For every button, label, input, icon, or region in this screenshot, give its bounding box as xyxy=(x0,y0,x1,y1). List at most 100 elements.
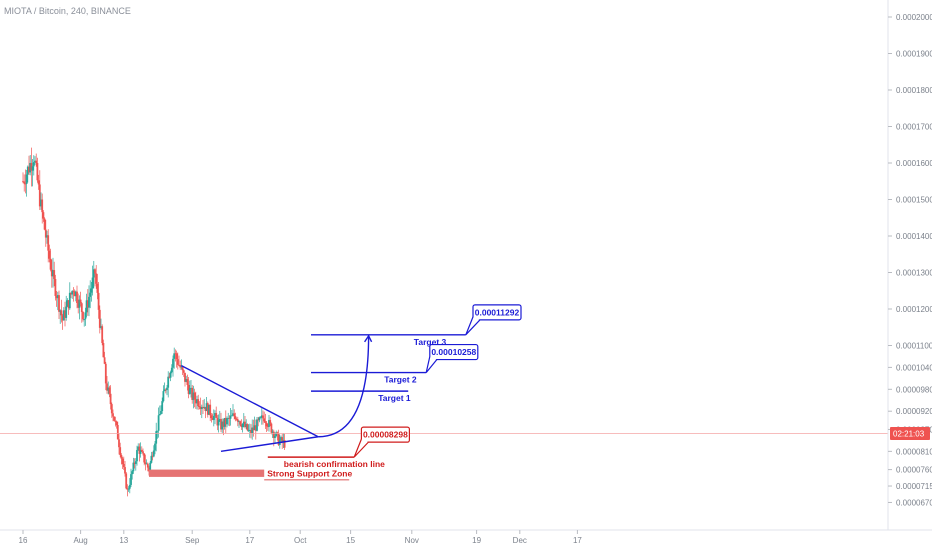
candle-body xyxy=(259,417,262,419)
candle-body xyxy=(37,180,40,185)
candle-body xyxy=(137,446,140,451)
target-3-label: Target 3 xyxy=(414,337,447,347)
candle-body xyxy=(38,184,41,207)
candle-body xyxy=(82,311,84,320)
candlestick-series xyxy=(22,147,286,497)
candle-body xyxy=(131,471,134,475)
candle-body xyxy=(98,309,101,328)
candle-body xyxy=(89,292,92,297)
candle-body xyxy=(126,488,129,490)
candle-body xyxy=(179,365,182,368)
candle-body xyxy=(230,415,233,417)
price-tick-label: 0.00006700 xyxy=(896,498,932,507)
candle-body xyxy=(194,399,197,404)
candle-body xyxy=(196,399,198,404)
candle-body xyxy=(88,296,90,308)
candle-body xyxy=(176,359,179,365)
candle-body xyxy=(83,319,86,321)
candle-body xyxy=(146,463,149,468)
candle-body xyxy=(172,358,174,368)
candle-body xyxy=(264,421,267,423)
candle-body xyxy=(175,353,178,360)
time-axis[interactable]: 16 Aug 13 Sep 17 Oct 15 Nov 19 Dec 17 xyxy=(19,530,583,545)
candle-body xyxy=(103,357,106,364)
candle-body xyxy=(262,415,264,419)
candle-body xyxy=(127,488,130,490)
candle-body xyxy=(197,399,200,407)
candle-body xyxy=(120,455,123,459)
candle-body xyxy=(242,421,245,424)
time-tick-label: 17 xyxy=(245,536,254,545)
candle-body xyxy=(72,290,75,292)
candle-body xyxy=(232,413,234,416)
candle-body xyxy=(157,415,160,431)
candle-body xyxy=(240,424,243,428)
candle-body xyxy=(265,422,268,427)
candle-body xyxy=(236,419,239,422)
candle-body xyxy=(84,312,87,320)
candle-body xyxy=(144,462,147,464)
candle-body xyxy=(113,416,116,421)
candle-body xyxy=(250,429,252,434)
candle-body xyxy=(239,421,242,425)
candle-body xyxy=(178,364,180,366)
candle-body xyxy=(170,367,173,373)
candle-body xyxy=(106,383,108,391)
candle-body xyxy=(187,384,190,394)
candle-body xyxy=(125,473,128,489)
candle-body xyxy=(53,270,56,280)
candle-body xyxy=(148,467,150,472)
candle-body xyxy=(91,277,94,289)
candle-body xyxy=(68,292,71,309)
candle-body xyxy=(252,427,255,431)
time-tick-label: Nov xyxy=(405,536,419,545)
target-3-price-text: 0.00011292 xyxy=(475,307,520,317)
candle-body xyxy=(215,413,218,418)
candle-body xyxy=(182,370,185,373)
candle-body xyxy=(163,389,166,392)
candle-body xyxy=(66,300,69,307)
target-2-callout[interactable]: 0.00010258 xyxy=(425,343,479,373)
candle-body xyxy=(233,413,236,417)
candle-body xyxy=(62,310,65,321)
candle-body xyxy=(209,404,212,416)
candle-body xyxy=(67,300,70,309)
candle-body xyxy=(73,291,76,297)
candle-body xyxy=(112,413,114,417)
candle-body xyxy=(59,310,62,312)
candle-body xyxy=(97,292,100,310)
candle-body xyxy=(41,199,44,213)
candle-body xyxy=(50,269,53,277)
projection-curve-arrow xyxy=(318,335,370,438)
bearish-line-callout[interactable]: 0.00008298 xyxy=(353,426,410,458)
candle-body xyxy=(248,429,251,431)
candle-body xyxy=(211,418,214,420)
candle-body xyxy=(40,199,42,207)
candle-body xyxy=(229,415,232,419)
candle-body xyxy=(270,423,273,433)
candle-body xyxy=(152,450,155,457)
target-3-callout[interactable]: 0.00011292 xyxy=(465,304,522,336)
candle-body xyxy=(217,419,220,426)
candle-body xyxy=(77,302,80,308)
candle-body xyxy=(121,458,124,465)
candle-body xyxy=(54,279,57,296)
candle-body xyxy=(244,421,246,428)
last-price-badge: 02:21:03 xyxy=(890,427,930,440)
candle-body xyxy=(122,464,125,468)
candle-body xyxy=(64,310,66,318)
candle-body xyxy=(71,290,74,295)
candle-body xyxy=(260,415,263,418)
candle-body xyxy=(151,455,154,457)
bearish-confirmation-label: bearish confirmation line xyxy=(284,459,385,469)
